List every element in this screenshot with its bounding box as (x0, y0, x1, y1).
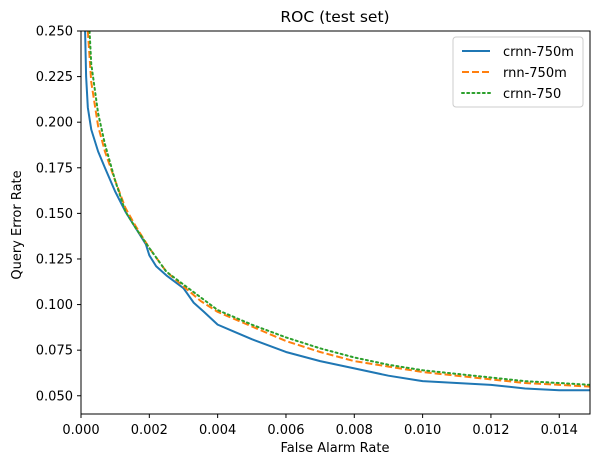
axes-layer: 0.000 0.002 0.004 0.006 0.008 0.010 0.012 0.014… (36, 25, 591, 438)
chart-title: ROC (test set) (280, 8, 389, 26)
legend-box (452, 36, 584, 108)
y-tick-label: 0.225 (36, 70, 73, 85)
legend-label-rnn-750m: rnn-750m (503, 66, 567, 81)
x-tick-label: 0.008 (336, 423, 373, 438)
x-tick-label: 0.002 (131, 423, 168, 438)
x-tick-label: 0.014 (541, 423, 578, 438)
x-tick-label: 0.006 (267, 423, 304, 438)
x-tick-label: 0.004 (199, 423, 236, 438)
y-tick-label: 0.050 (36, 389, 73, 404)
y-tick-label: 0.125 (36, 252, 73, 267)
y-tick-label: 0.100 (36, 298, 73, 313)
y-axis-label: Query Error Rate (10, 170, 25, 279)
x-tick-label: 0.012 (472, 423, 509, 438)
legend-label-crnn-750: crnn-750 (503, 87, 561, 102)
x-axis-label: False Alarm Rate (281, 441, 390, 456)
legend: crnn-750m rnn-750m crnn-750 (452, 36, 584, 108)
y-tick-label: 0.250 (36, 25, 73, 40)
legend-label-crnn-750m: crnn-750m (503, 45, 574, 60)
y-tick-label: 0.175 (36, 161, 73, 176)
y-tick-label: 0.075 (36, 344, 73, 359)
series-line-crnn-750 (88, 31, 590, 386)
y-tick-label: 0.150 (36, 207, 73, 222)
plot-frame-border (80, 30, 591, 415)
series-line-crnn-750m (84, 31, 590, 392)
y-tick-label: 0.200 (36, 116, 73, 131)
x-tick-label: 0.000 (62, 423, 99, 438)
series-layer (84, 31, 590, 392)
x-tick-label: 0.010 (404, 423, 441, 438)
